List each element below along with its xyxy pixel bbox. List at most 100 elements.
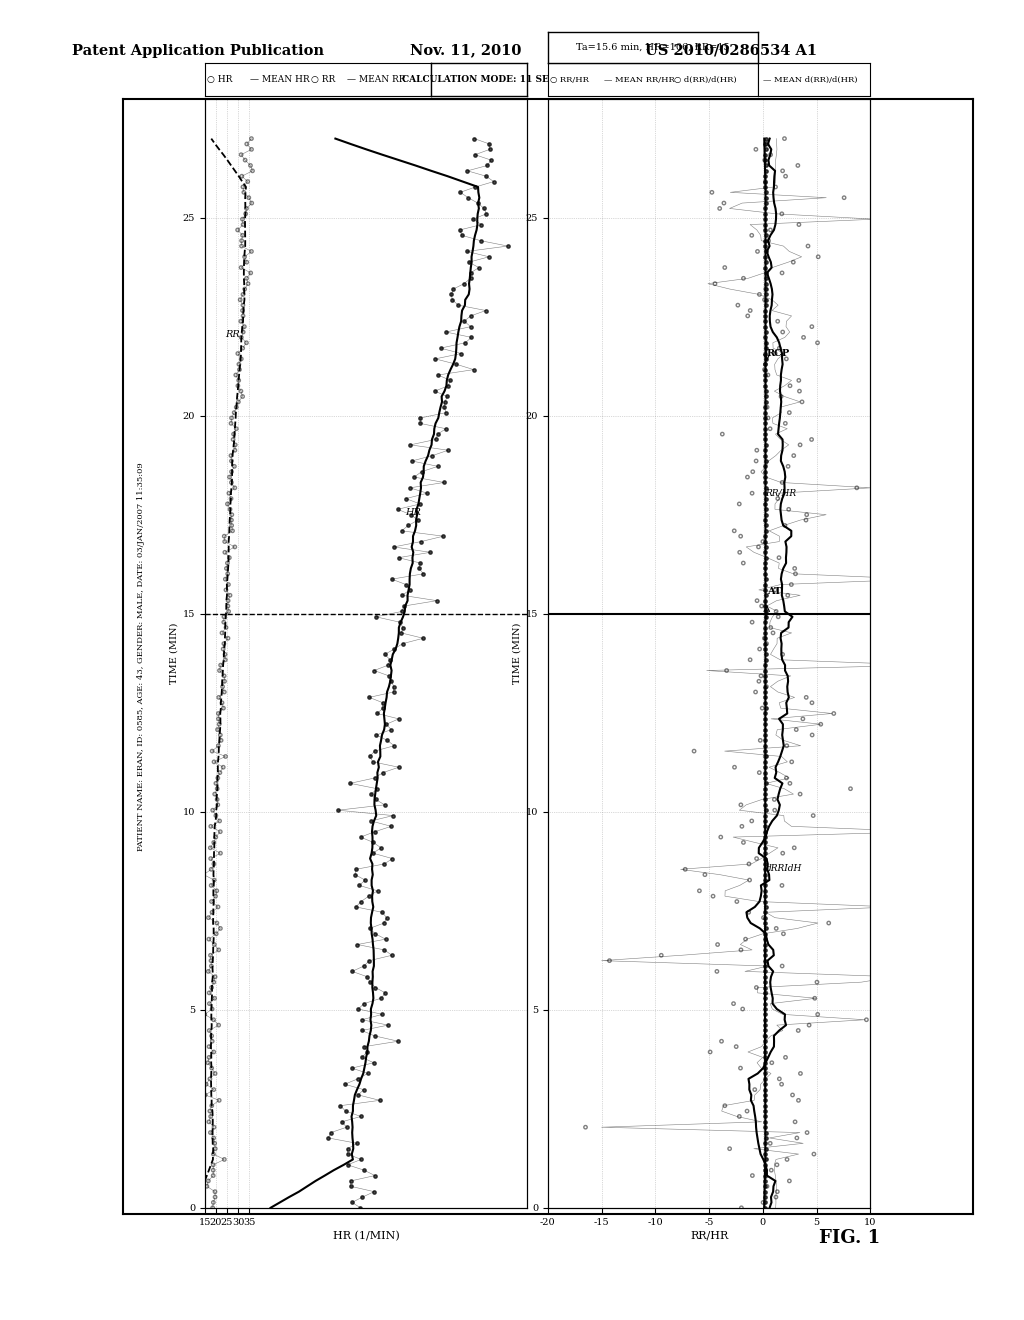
Point — [768, 917, 784, 939]
Point — [757, 247, 773, 268]
Point — [758, 896, 774, 917]
Point — [411, 558, 427, 579]
Point — [757, 784, 773, 805]
Point — [769, 1181, 785, 1203]
Point — [457, 333, 473, 354]
Point — [740, 853, 757, 874]
Point — [758, 546, 774, 568]
Point — [352, 826, 369, 847]
Point — [201, 907, 217, 928]
Point — [226, 455, 243, 477]
Point — [757, 149, 773, 170]
Point — [794, 391, 810, 412]
Point — [761, 230, 777, 251]
Point — [779, 1148, 796, 1170]
Point — [373, 987, 389, 1008]
Point — [452, 182, 468, 203]
Point — [743, 224, 760, 246]
Point — [463, 327, 479, 348]
Point — [757, 891, 773, 912]
Point — [212, 821, 228, 842]
Point — [726, 756, 742, 777]
Point — [367, 767, 383, 788]
Text: ○ d(RR)/d(HR): ○ d(RR)/d(HR) — [674, 75, 736, 84]
Point — [756, 628, 772, 649]
Point — [216, 671, 232, 692]
Point — [770, 488, 786, 510]
Point — [479, 154, 496, 176]
Point — [386, 676, 402, 697]
Point — [757, 762, 773, 783]
Point — [377, 795, 393, 816]
Point — [205, 1192, 221, 1213]
Point — [216, 606, 232, 627]
Point — [758, 520, 774, 541]
Point — [757, 209, 773, 230]
Point — [757, 853, 773, 874]
Point — [215, 697, 231, 718]
Point — [758, 305, 774, 326]
Point — [758, 692, 774, 713]
Point — [758, 1148, 774, 1170]
Point — [758, 1138, 774, 1159]
Point — [427, 380, 443, 401]
Point — [215, 756, 231, 777]
Point — [757, 1026, 773, 1047]
Point — [760, 364, 776, 385]
Point — [236, 182, 252, 203]
Point — [381, 665, 397, 686]
Point — [339, 1117, 355, 1138]
Point — [804, 692, 820, 713]
Point — [394, 585, 411, 606]
Point — [774, 956, 791, 977]
Text: — MEAN HR: — MEAN HR — [250, 75, 309, 84]
Point — [427, 429, 443, 450]
Point — [355, 956, 372, 977]
Point — [384, 945, 400, 966]
Point — [216, 1148, 232, 1170]
Point — [748, 450, 764, 471]
Point — [223, 413, 240, 434]
Point — [717, 257, 733, 279]
Point — [204, 741, 220, 762]
Point — [763, 1160, 779, 1181]
Point — [771, 1068, 787, 1089]
Point — [216, 665, 232, 686]
Point — [349, 1133, 366, 1154]
Point — [791, 214, 807, 235]
Point — [212, 725, 228, 746]
Point — [781, 1171, 798, 1192]
Point — [241, 187, 257, 209]
Point — [398, 574, 415, 595]
Point — [757, 1181, 773, 1203]
Point — [207, 1187, 223, 1208]
Point — [424, 445, 440, 466]
Point — [758, 1127, 774, 1148]
Point — [234, 214, 251, 235]
Point — [785, 252, 802, 273]
Point — [201, 928, 217, 949]
Point — [427, 348, 443, 370]
Point — [653, 945, 670, 966]
Point — [849, 478, 865, 499]
Point — [200, 961, 216, 982]
Point — [211, 714, 227, 735]
Point — [348, 896, 365, 917]
Point — [752, 762, 768, 783]
Point — [467, 177, 483, 198]
Point — [786, 558, 803, 579]
Point — [757, 1187, 773, 1208]
Text: Nov. 11, 2010: Nov. 11, 2010 — [410, 44, 521, 58]
Point — [342, 772, 358, 793]
Point — [755, 531, 771, 552]
Point — [757, 709, 773, 730]
Point — [435, 525, 452, 546]
Point — [367, 821, 383, 842]
Point — [203, 956, 219, 977]
Point — [771, 546, 787, 568]
Point — [751, 671, 767, 692]
Point — [758, 676, 774, 697]
Point — [338, 1101, 354, 1122]
Point — [376, 853, 392, 874]
Point — [234, 300, 251, 321]
